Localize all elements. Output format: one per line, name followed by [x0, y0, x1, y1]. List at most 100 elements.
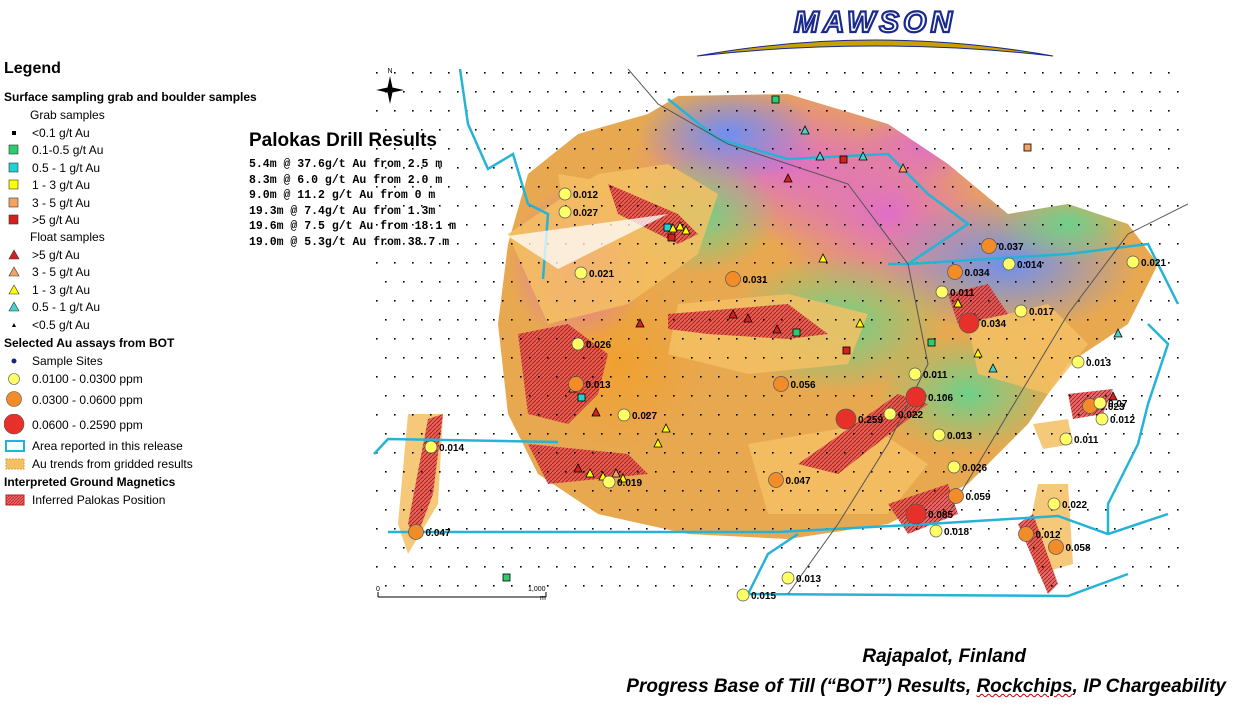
- sample-site-dot: [1078, 414, 1080, 416]
- sample-site-dot: [925, 205, 927, 207]
- sample-site-dot: [556, 452, 558, 454]
- sample-site-dot: [574, 490, 576, 492]
- sample-site-dot: [619, 471, 621, 473]
- sample-site-dot: [916, 148, 918, 150]
- sample-site-dot: [619, 91, 621, 93]
- bot-assay-point: 0.013: [568, 376, 611, 392]
- sample-site-dot: [1078, 110, 1080, 112]
- sample-site-dot: [709, 471, 711, 473]
- sample-site-dot: [583, 547, 585, 549]
- sample-site-dot: [1150, 528, 1152, 530]
- sample-site-dot: [574, 566, 576, 568]
- roads: [627, 68, 1188, 595]
- legend-symbol-icon: [4, 214, 26, 226]
- sample-site-dot: [979, 395, 981, 397]
- sample-site-dot: [511, 433, 513, 435]
- sample-site-dot: [979, 585, 981, 587]
- sample-site-dot: [961, 281, 963, 283]
- sample-site-dot: [1006, 338, 1008, 340]
- sample-site-dot: [1159, 281, 1161, 283]
- sample-site-dot: [655, 471, 657, 473]
- sample-site-dot: [1105, 167, 1107, 169]
- sample-site-dot: [826, 186, 828, 188]
- sample-site-dot: [799, 319, 801, 321]
- north-label: N: [387, 68, 392, 75]
- sample-site-dot: [790, 186, 792, 188]
- bot-assay-circle: [932, 428, 946, 442]
- bot-assay-point: 0.013: [781, 571, 821, 585]
- sample-site-dot: [1159, 509, 1161, 511]
- sample-site-dot: [1033, 471, 1035, 473]
- sample-site-dot: [628, 452, 630, 454]
- sample-site-dot: [1087, 129, 1089, 131]
- sample-site-dot: [1150, 490, 1152, 492]
- bot-assay-label: 0.013: [1086, 358, 1111, 369]
- sample-site-dot: [403, 281, 405, 283]
- sample-site-dot: [646, 376, 648, 378]
- sample-site-dot: [475, 585, 477, 587]
- sample-site-dot: [1069, 395, 1071, 397]
- sample-site-dot: [376, 72, 378, 74]
- sample-site-dot: [502, 300, 504, 302]
- sample-site-dot: [700, 300, 702, 302]
- bot-assay-circle: [773, 376, 789, 392]
- sample-site-dot: [475, 129, 477, 131]
- sample-site-dot: [1141, 91, 1143, 93]
- sample-site-dot: [700, 490, 702, 492]
- sample-site-dot: [682, 376, 684, 378]
- sample-site-dot: [385, 167, 387, 169]
- sample-site-dot: [1060, 186, 1062, 188]
- sample-site-dot: [1033, 585, 1035, 587]
- sample-site-dot: [898, 452, 900, 454]
- sample-site-dot: [934, 452, 936, 454]
- sample-site-dot: [1150, 452, 1152, 454]
- sample-site-dot: [646, 72, 648, 74]
- sample-site-dot: [1042, 338, 1044, 340]
- legend-item-trend: Au trends from gridded results: [4, 455, 304, 473]
- sample-site-dot: [682, 148, 684, 150]
- sample-site-dot: [1105, 585, 1107, 587]
- sample-site-dot: [916, 110, 918, 112]
- legend-item: <0.5 g/t Au: [4, 316, 304, 334]
- sample-site-dot: [1159, 129, 1161, 131]
- sample-site-dot: [511, 243, 513, 245]
- sample-site-dot: [970, 224, 972, 226]
- sample-site-dot: [889, 243, 891, 245]
- sample-site-dot: [1087, 91, 1089, 93]
- sample-site-dot: [673, 205, 675, 207]
- sample-site-dot: [412, 262, 414, 264]
- sample-site-dot: [754, 528, 756, 530]
- sample-site-dot: [520, 262, 522, 264]
- sample-site-dot: [934, 224, 936, 226]
- sample-site-dot: [718, 452, 720, 454]
- sample-site-dot: [1159, 547, 1161, 549]
- sample-site-dot: [1105, 471, 1107, 473]
- sample-site-dot: [592, 528, 594, 530]
- bot-assay-label: 0.014: [1017, 260, 1042, 271]
- sample-site-dot: [880, 528, 882, 530]
- sample-site-dot: [610, 566, 612, 568]
- sample-site-dot: [718, 490, 720, 492]
- sample-site-dot: [1123, 129, 1125, 131]
- sample-site-dot: [817, 357, 819, 359]
- sample-site-dot: [943, 319, 945, 321]
- sample-site-dot: [1033, 129, 1035, 131]
- bot-assay-label: 0.026: [962, 463, 987, 474]
- sample-site-dot: [925, 129, 927, 131]
- sample-site-dot: [862, 566, 864, 568]
- legend-palokas-label: Inferred Palokas Position: [32, 493, 166, 508]
- sample-site-dot: [520, 452, 522, 454]
- sample-site-dot: [1105, 547, 1107, 549]
- sample-site-dot: [925, 547, 927, 549]
- sample-site-dot: [952, 566, 954, 568]
- sample-site-dot: [637, 167, 639, 169]
- sample-site-dot: [1105, 319, 1107, 321]
- sample-site-dot: [772, 452, 774, 454]
- legend-item-label: 0.0600 - 0.2590 ppm: [32, 418, 143, 432]
- sample-site-dot: [1069, 243, 1071, 245]
- sample-site-dot: [835, 281, 837, 283]
- sample-site-dot: [700, 414, 702, 416]
- sample-site-dot: [727, 471, 729, 473]
- bot-assay-layer: 0.012 0.027 0.021 0.031 0.026 0.013 0.027 0.019…: [408, 187, 1166, 602]
- sample-site-dot: [925, 91, 927, 93]
